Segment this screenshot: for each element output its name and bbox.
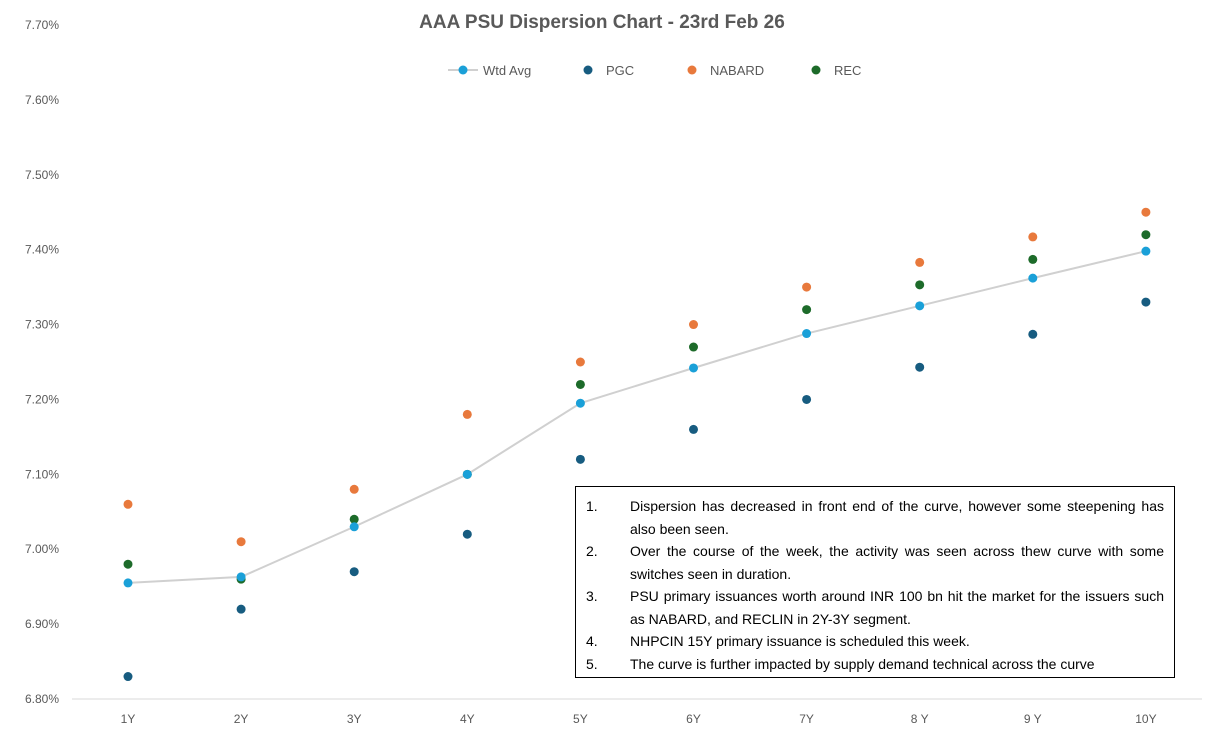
- commentary-item: 3. PSU primary issuances worth around INR…: [586, 585, 1164, 630]
- data-point-wtd-avg: [915, 301, 925, 311]
- data-point-rec: [1141, 230, 1151, 240]
- data-point-nabard: [236, 537, 246, 547]
- data-point-nabard: [462, 409, 472, 419]
- data-point-wtd-avg: [236, 572, 246, 582]
- x-tick-label: 9 Y: [1024, 712, 1042, 726]
- x-tick-label: 6Y: [686, 712, 701, 726]
- commentary-number: 5.: [586, 655, 598, 672]
- y-axis-ticks: 6.80% 6.90% 7.00% 7.10% 7.20% 7.30% 7.40% 7.50%…: [25, 18, 59, 706]
- data-point-nabard: [689, 320, 698, 330]
- legend-item-rec: REC: [811, 63, 861, 78]
- legend-item-pgc: PGC: [583, 63, 634, 78]
- legend-label: REC: [834, 63, 861, 78]
- data-point-rec: [575, 379, 585, 389]
- data-point-pgc: [802, 394, 812, 404]
- legend-label: NABARD: [710, 63, 764, 78]
- data-point-pgc: [915, 362, 925, 372]
- data-point-nabard: [349, 484, 359, 494]
- data-point-nabard: [915, 257, 925, 267]
- data-point-rec: [123, 559, 133, 569]
- data-point-pgc: [123, 672, 133, 682]
- commentary-text: NHPCIN 15Y primary issuance is scheduled…: [630, 633, 970, 649]
- x-tick-label: 7Y: [799, 712, 814, 726]
- commentary-item: 5. The curve is further impacted by suppl…: [586, 653, 1164, 676]
- legend-item-nabard: NABARD: [687, 63, 764, 78]
- y-tick-label: 7.10%: [25, 467, 59, 481]
- series-layer: [123, 207, 1151, 682]
- y-tick-label: 7.00%: [25, 542, 59, 556]
- commentary-item: 4. NHPCIN 15Y primary issuance is schedul…: [586, 630, 1164, 653]
- data-point-nabard: [1028, 232, 1038, 242]
- data-point-rec: [1028, 254, 1038, 264]
- data-point-rec: [802, 305, 812, 315]
- y-tick-label: 7.30%: [25, 318, 59, 332]
- legend-marker: [687, 65, 697, 75]
- x-tick-label: 2Y: [234, 712, 249, 726]
- commentary-number: 1.: [586, 498, 598, 514]
- data-point-wtd-avg: [689, 363, 698, 373]
- x-tick-label: 5Y: [573, 712, 588, 726]
- commentary-text: PSU primary issuances worth around INR 1…: [630, 588, 1164, 627]
- data-point-nabard: [575, 357, 585, 367]
- x-axis-ticks: 1Y 2Y 3Y 4Y 5Y 6Y 7Y 8 Y 9 Y 10Y: [121, 712, 1157, 726]
- data-point-nabard: [123, 499, 133, 509]
- data-point-wtd-avg: [462, 469, 472, 479]
- commentary-text: The curve is further impacted by supply …: [630, 655, 1095, 672]
- data-point-rec: [689, 342, 698, 352]
- x-tick-label: 1Y: [121, 712, 136, 726]
- chart-title: AAA PSU Dispersion Chart - 23rd Feb 26: [419, 12, 785, 33]
- data-point-pgc: [1141, 297, 1151, 307]
- legend-marker: [811, 65, 821, 75]
- commentary-number: 2.: [586, 543, 598, 559]
- commentary-item: 1. Dispersion has decreased in front end …: [586, 495, 1164, 540]
- legend-item-wtd-avg: Wtd Avg: [448, 63, 531, 78]
- data-point-pgc: [349, 567, 359, 577]
- commentary-text: Dispersion has decreased in front end of…: [630, 498, 1164, 537]
- data-point-wtd-avg: [1028, 273, 1038, 283]
- data-point-pgc: [689, 424, 698, 434]
- y-tick-label: 7.50%: [25, 168, 59, 182]
- legend-marker: [458, 65, 468, 75]
- data-point-pgc: [1028, 329, 1038, 339]
- data-point-wtd-avg: [123, 578, 133, 588]
- data-point-rec: [915, 280, 925, 290]
- commentary-item: 2. Over the course of the week, the activ…: [586, 540, 1164, 585]
- x-tick-label: 10Y: [1135, 712, 1156, 726]
- y-tick-label: 7.20%: [25, 392, 59, 406]
- legend: Wtd Avg PGC NABARD REC: [448, 63, 861, 78]
- y-tick-label: 7.40%: [25, 243, 59, 257]
- y-tick-label: 6.90%: [25, 617, 59, 631]
- x-tick-label: 8 Y: [911, 712, 929, 726]
- commentary-text: Over the course of the week, the activit…: [630, 543, 1164, 582]
- data-point-pgc: [236, 604, 246, 614]
- x-tick-label: 3Y: [347, 712, 362, 726]
- y-tick-label: 7.60%: [25, 93, 59, 107]
- data-point-wtd-avg: [349, 522, 359, 532]
- commentary-number: 3.: [586, 588, 598, 604]
- data-point-wtd-avg: [1141, 246, 1151, 256]
- data-point-pgc: [575, 454, 585, 464]
- data-point-pgc: [462, 529, 472, 539]
- legend-marker: [583, 65, 593, 75]
- x-tick-label: 4Y: [460, 712, 475, 726]
- commentary-number: 4.: [586, 633, 598, 649]
- data-point-wtd-avg: [575, 398, 585, 408]
- data-point-rec: [349, 514, 359, 524]
- data-point-nabard: [802, 282, 812, 292]
- legend-label: PGC: [606, 63, 634, 78]
- commentary-box: 1. Dispersion has decreased in front end …: [575, 486, 1175, 678]
- y-tick-label: 7.70%: [25, 18, 59, 32]
- series-line-wtd-avg: [127, 250, 1147, 584]
- y-tick-label: 6.80%: [25, 692, 59, 706]
- legend-label: Wtd Avg: [483, 63, 531, 78]
- data-point-wtd-avg: [802, 329, 812, 339]
- data-point-nabard: [1141, 207, 1151, 217]
- commentary-list: 1. Dispersion has decreased in front end …: [586, 495, 1164, 675]
